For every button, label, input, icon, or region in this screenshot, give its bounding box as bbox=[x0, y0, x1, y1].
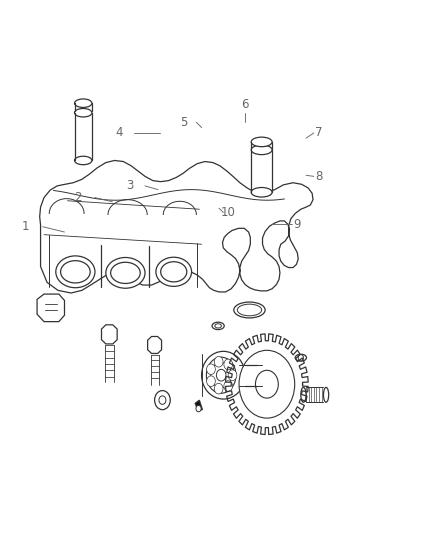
Polygon shape bbox=[102, 325, 117, 344]
Ellipse shape bbox=[212, 322, 224, 329]
Ellipse shape bbox=[301, 387, 306, 402]
Text: 8: 8 bbox=[315, 170, 323, 183]
Circle shape bbox=[214, 357, 223, 367]
Ellipse shape bbox=[206, 357, 236, 393]
Polygon shape bbox=[195, 400, 202, 411]
Ellipse shape bbox=[74, 156, 92, 165]
Circle shape bbox=[214, 383, 223, 394]
Ellipse shape bbox=[237, 304, 261, 316]
Polygon shape bbox=[148, 336, 162, 353]
Text: 2: 2 bbox=[74, 191, 81, 204]
Ellipse shape bbox=[216, 369, 226, 381]
Ellipse shape bbox=[201, 351, 245, 399]
Text: 3: 3 bbox=[126, 180, 134, 192]
Ellipse shape bbox=[215, 324, 221, 328]
Text: 1: 1 bbox=[21, 220, 29, 233]
Ellipse shape bbox=[234, 302, 265, 318]
Ellipse shape bbox=[295, 354, 307, 361]
Circle shape bbox=[224, 359, 233, 370]
Circle shape bbox=[239, 350, 295, 418]
Ellipse shape bbox=[211, 362, 232, 388]
Ellipse shape bbox=[74, 99, 92, 108]
Circle shape bbox=[228, 370, 237, 381]
Circle shape bbox=[196, 406, 201, 412]
Ellipse shape bbox=[56, 256, 95, 288]
Ellipse shape bbox=[111, 262, 140, 284]
Polygon shape bbox=[37, 294, 64, 321]
Circle shape bbox=[255, 370, 278, 398]
Circle shape bbox=[298, 354, 304, 361]
Text: 6: 6 bbox=[241, 98, 249, 111]
Ellipse shape bbox=[156, 257, 191, 286]
Ellipse shape bbox=[161, 262, 187, 282]
Polygon shape bbox=[40, 160, 313, 293]
Ellipse shape bbox=[106, 257, 145, 288]
Circle shape bbox=[207, 376, 215, 386]
Ellipse shape bbox=[251, 188, 272, 197]
Text: 5: 5 bbox=[180, 116, 188, 129]
Circle shape bbox=[207, 364, 215, 375]
Text: 7: 7 bbox=[315, 126, 323, 140]
Circle shape bbox=[159, 396, 166, 405]
Circle shape bbox=[155, 391, 170, 410]
Ellipse shape bbox=[251, 145, 272, 155]
Ellipse shape bbox=[251, 137, 272, 147]
Text: 9: 9 bbox=[293, 217, 301, 231]
Text: 10: 10 bbox=[220, 206, 235, 219]
Ellipse shape bbox=[74, 109, 92, 117]
Circle shape bbox=[224, 381, 233, 391]
Ellipse shape bbox=[60, 261, 90, 283]
Text: 4: 4 bbox=[115, 126, 123, 140]
Ellipse shape bbox=[255, 364, 259, 386]
Ellipse shape bbox=[323, 387, 328, 402]
